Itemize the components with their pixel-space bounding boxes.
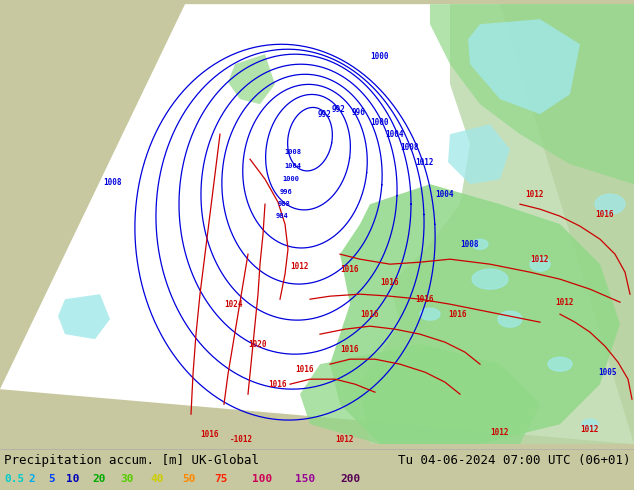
Text: 1000: 1000 [370,51,389,61]
Polygon shape [582,419,598,429]
Text: 200: 200 [340,474,360,484]
Text: 1012: 1012 [530,255,548,264]
Polygon shape [360,4,634,444]
Text: 40: 40 [150,474,164,484]
Text: 1016: 1016 [200,430,219,439]
Text: 1016: 1016 [295,365,313,374]
Text: 1020: 1020 [248,340,266,349]
Text: 50: 50 [182,474,195,484]
Text: 1008: 1008 [400,143,418,152]
Text: 1004: 1004 [284,163,301,169]
Polygon shape [448,124,510,184]
Text: 5: 5 [48,474,55,484]
Polygon shape [498,311,522,327]
Text: 150: 150 [295,474,315,484]
Text: Precipitation accum. [m] UK-Global: Precipitation accum. [m] UK-Global [4,454,259,467]
Text: 1016: 1016 [415,294,434,304]
Polygon shape [330,184,620,444]
Text: 1016: 1016 [268,380,287,389]
Text: 1008: 1008 [103,178,122,187]
Text: 100: 100 [252,474,272,484]
Text: 1016: 1016 [340,344,358,354]
Text: 1012: 1012 [555,297,574,307]
Text: Tu 04-06-2024 07:00 UTC (06+01): Tu 04-06-2024 07:00 UTC (06+01) [398,454,630,467]
Polygon shape [548,357,572,371]
Text: 1024: 1024 [224,300,242,309]
Text: 1000: 1000 [282,176,299,182]
Text: 988: 988 [278,201,291,207]
Text: 996: 996 [352,108,366,117]
Text: -1012: -1012 [230,435,253,443]
Polygon shape [468,19,580,114]
Polygon shape [0,4,634,444]
Polygon shape [472,239,488,249]
Polygon shape [228,54,275,104]
Text: 1016: 1016 [380,278,399,287]
Text: 1016: 1016 [448,310,467,318]
Text: 984: 984 [276,213,288,219]
Text: 1012: 1012 [415,158,434,167]
Text: 996: 996 [280,189,293,195]
Text: 0.5: 0.5 [4,474,24,484]
Text: 1004: 1004 [435,190,453,198]
Polygon shape [420,308,440,320]
Polygon shape [472,269,508,289]
Text: 1016: 1016 [360,310,378,318]
Text: 1016: 1016 [340,265,358,274]
Text: 992: 992 [332,105,346,114]
Text: 2: 2 [28,474,35,484]
Polygon shape [300,344,540,444]
Text: 1008: 1008 [284,149,301,155]
Text: 1012: 1012 [525,190,543,198]
Text: 10: 10 [66,474,79,484]
Text: 1008: 1008 [460,240,479,248]
Polygon shape [430,4,634,184]
Text: 1012: 1012 [290,262,309,270]
Text: 1004: 1004 [385,130,403,139]
Text: 20: 20 [92,474,105,484]
Text: 1005: 1005 [598,368,616,377]
Polygon shape [530,257,550,271]
Text: 75: 75 [214,474,228,484]
Text: 992: 992 [318,110,332,119]
Text: 1012: 1012 [490,428,508,437]
Text: 1000: 1000 [370,118,389,127]
Text: 1012: 1012 [580,425,598,434]
Text: 1016: 1016 [595,210,614,219]
Polygon shape [58,294,110,339]
Text: 30: 30 [120,474,134,484]
Polygon shape [595,194,625,214]
Text: 1012: 1012 [335,435,354,443]
